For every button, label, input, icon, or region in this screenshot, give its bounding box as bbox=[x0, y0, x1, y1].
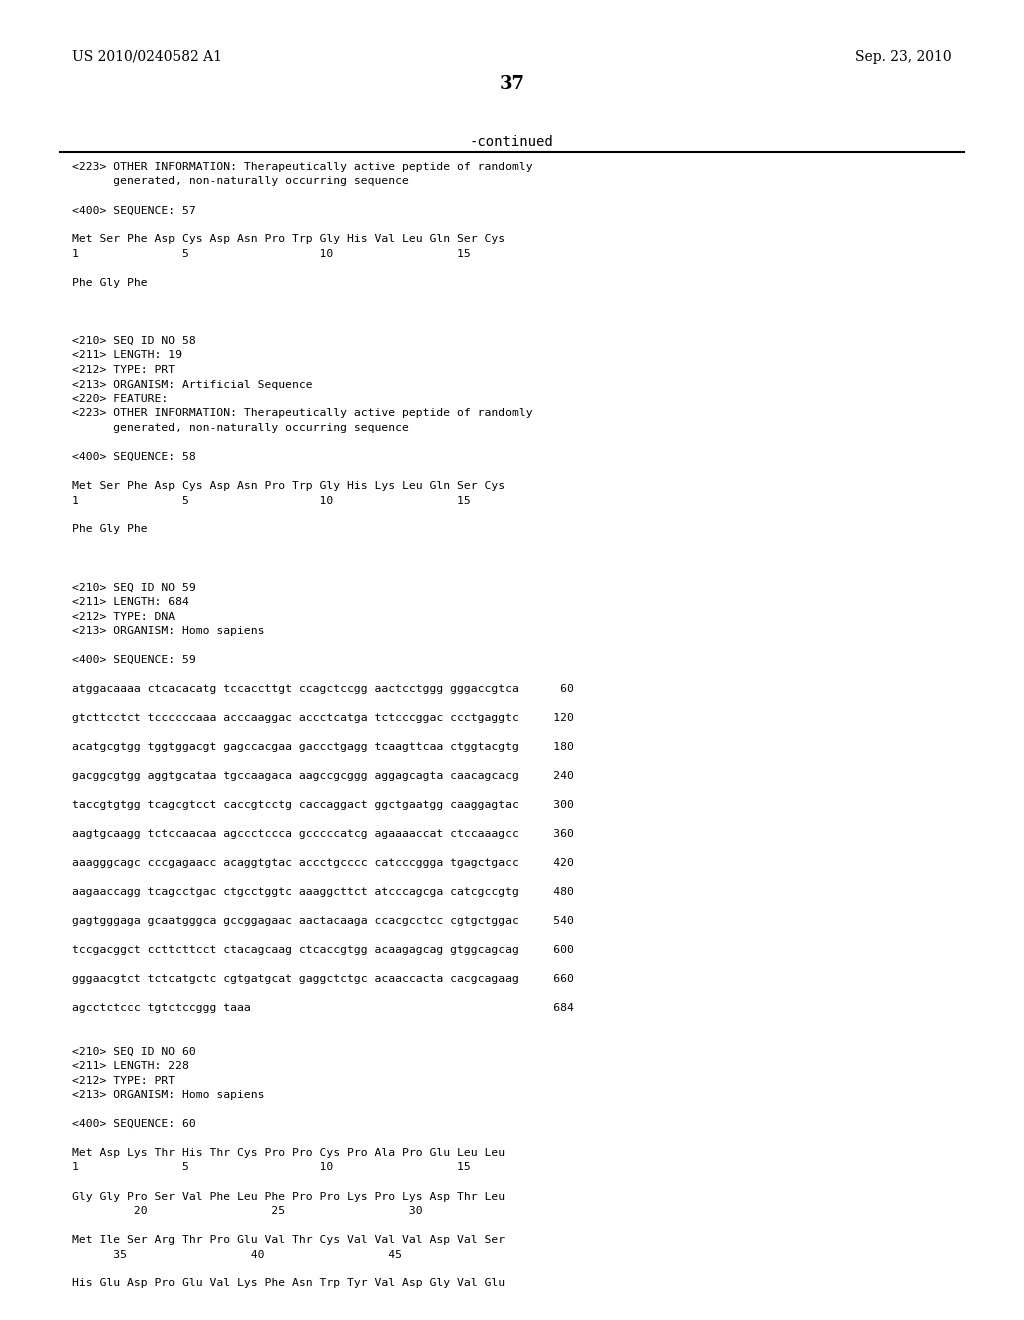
Text: 1               5                   10                  15: 1 5 10 15 bbox=[72, 249, 471, 259]
Text: 1               5                   10                  15: 1 5 10 15 bbox=[72, 495, 471, 506]
Text: Sep. 23, 2010: Sep. 23, 2010 bbox=[855, 50, 952, 63]
Text: Phe Gly Phe: Phe Gly Phe bbox=[72, 279, 147, 288]
Text: <400> SEQUENCE: 57: <400> SEQUENCE: 57 bbox=[72, 206, 196, 215]
Text: 1               5                   10                  15: 1 5 10 15 bbox=[72, 1163, 471, 1172]
Text: aagaaccagg tcagcctgac ctgcctggtc aaaggcttct atcccagcga catcgccgtg     480: aagaaccagg tcagcctgac ctgcctggtc aaaggct… bbox=[72, 887, 573, 898]
Text: <210> SEQ ID NO 59: <210> SEQ ID NO 59 bbox=[72, 582, 196, 593]
Text: Phe Gly Phe: Phe Gly Phe bbox=[72, 524, 147, 535]
Text: Gly Gly Pro Ser Val Phe Leu Phe Pro Pro Lys Pro Lys Asp Thr Leu: Gly Gly Pro Ser Val Phe Leu Phe Pro Pro … bbox=[72, 1192, 505, 1201]
Text: Met Ile Ser Arg Thr Pro Glu Val Thr Cys Val Val Val Asp Val Ser: Met Ile Ser Arg Thr Pro Glu Val Thr Cys … bbox=[72, 1236, 505, 1245]
Text: <400> SEQUENCE: 60: <400> SEQUENCE: 60 bbox=[72, 1119, 196, 1129]
Text: gtcttcctct tccccccaaa acccaaggac accctcatga tctcccggac ccctgaggtc     120: gtcttcctct tccccccaaa acccaaggac accctca… bbox=[72, 713, 573, 723]
Text: <220> FEATURE:: <220> FEATURE: bbox=[72, 393, 168, 404]
Text: tccgacggct ccttcttcct ctacagcaag ctcaccgtgg acaagagcag gtggcagcag     600: tccgacggct ccttcttcct ctacagcaag ctcaccg… bbox=[72, 945, 573, 954]
Text: acatgcgtgg tggtggacgt gagccacgaa gaccctgagg tcaagttcaa ctggtacgtg     180: acatgcgtgg tggtggacgt gagccacgaa gaccctg… bbox=[72, 742, 573, 752]
Text: <210> SEQ ID NO 58: <210> SEQ ID NO 58 bbox=[72, 337, 196, 346]
Text: Met Ser Phe Asp Cys Asp Asn Pro Trp Gly His Lys Leu Gln Ser Cys: Met Ser Phe Asp Cys Asp Asn Pro Trp Gly … bbox=[72, 480, 505, 491]
Text: atggacaaaa ctcacacatg tccaccttgt ccagctccgg aactcctggg gggaccgtca      60: atggacaaaa ctcacacatg tccaccttgt ccagctc… bbox=[72, 684, 573, 694]
Text: 37: 37 bbox=[500, 75, 524, 92]
Text: <211> LENGTH: 684: <211> LENGTH: 684 bbox=[72, 597, 188, 607]
Text: Met Asp Lys Thr His Thr Cys Pro Pro Cys Pro Ala Pro Glu Leu Leu: Met Asp Lys Thr His Thr Cys Pro Pro Cys … bbox=[72, 1148, 505, 1158]
Text: <211> LENGTH: 19: <211> LENGTH: 19 bbox=[72, 351, 182, 360]
Text: -continued: -continued bbox=[470, 135, 554, 149]
Text: <223> OTHER INFORMATION: Therapeutically active peptide of randomly: <223> OTHER INFORMATION: Therapeutically… bbox=[72, 162, 532, 172]
Text: <212> TYPE: PRT: <212> TYPE: PRT bbox=[72, 1076, 175, 1085]
Text: <210> SEQ ID NO 60: <210> SEQ ID NO 60 bbox=[72, 1047, 196, 1056]
Text: <213> ORGANISM: Homo sapiens: <213> ORGANISM: Homo sapiens bbox=[72, 1090, 264, 1100]
Text: gggaacgtct tctcatgctc cgtgatgcat gaggctctgc acaaccacta cacgcagaag     660: gggaacgtct tctcatgctc cgtgatgcat gaggctc… bbox=[72, 974, 573, 983]
Text: <400> SEQUENCE: 59: <400> SEQUENCE: 59 bbox=[72, 655, 196, 665]
Text: generated, non-naturally occurring sequence: generated, non-naturally occurring seque… bbox=[72, 422, 409, 433]
Text: gacggcgtgg aggtgcataa tgccaagaca aagccgcggg aggagcagta caacagcacg     240: gacggcgtgg aggtgcataa tgccaagaca aagccgc… bbox=[72, 771, 573, 781]
Text: taccgtgtgg tcagcgtcct caccgtcctg caccaggact ggctgaatgg caaggagtac     300: taccgtgtgg tcagcgtcct caccgtcctg caccagg… bbox=[72, 800, 573, 810]
Text: <223> OTHER INFORMATION: Therapeutically active peptide of randomly: <223> OTHER INFORMATION: Therapeutically… bbox=[72, 408, 532, 418]
Text: aaagggcagc cccgagaacc acaggtgtac accctgcccc catcccggga tgagctgacc     420: aaagggcagc cccgagaacc acaggtgtac accctgc… bbox=[72, 858, 573, 869]
Text: <213> ORGANISM: Artificial Sequence: <213> ORGANISM: Artificial Sequence bbox=[72, 380, 312, 389]
Text: 20                  25                  30: 20 25 30 bbox=[72, 1206, 423, 1216]
Text: <212> TYPE: PRT: <212> TYPE: PRT bbox=[72, 366, 175, 375]
Text: Met Ser Phe Asp Cys Asp Asn Pro Trp Gly His Val Leu Gln Ser Cys: Met Ser Phe Asp Cys Asp Asn Pro Trp Gly … bbox=[72, 235, 505, 244]
Text: His Glu Asp Pro Glu Val Lys Phe Asn Trp Tyr Val Asp Gly Val Glu: His Glu Asp Pro Glu Val Lys Phe Asn Trp … bbox=[72, 1279, 505, 1288]
Text: <213> ORGANISM: Homo sapiens: <213> ORGANISM: Homo sapiens bbox=[72, 626, 264, 636]
Text: <211> LENGTH: 228: <211> LENGTH: 228 bbox=[72, 1061, 188, 1071]
Text: gagtgggaga gcaatgggca gccggagaac aactacaaga ccacgcctcc cgtgctggac     540: gagtgggaga gcaatgggca gccggagaac aactaca… bbox=[72, 916, 573, 927]
Text: 35                  40                  45: 35 40 45 bbox=[72, 1250, 402, 1259]
Text: US 2010/0240582 A1: US 2010/0240582 A1 bbox=[72, 50, 222, 63]
Text: aagtgcaagg tctccaacaa agccctccca gcccccatcg agaaaaccat ctccaaagcc     360: aagtgcaagg tctccaacaa agccctccca gccccca… bbox=[72, 829, 573, 840]
Text: agcctctccc tgtctccggg taaa                                            684: agcctctccc tgtctccggg taaa 684 bbox=[72, 1003, 573, 1012]
Text: generated, non-naturally occurring sequence: generated, non-naturally occurring seque… bbox=[72, 177, 409, 186]
Text: <400> SEQUENCE: 58: <400> SEQUENCE: 58 bbox=[72, 451, 196, 462]
Text: <212> TYPE: DNA: <212> TYPE: DNA bbox=[72, 611, 175, 622]
